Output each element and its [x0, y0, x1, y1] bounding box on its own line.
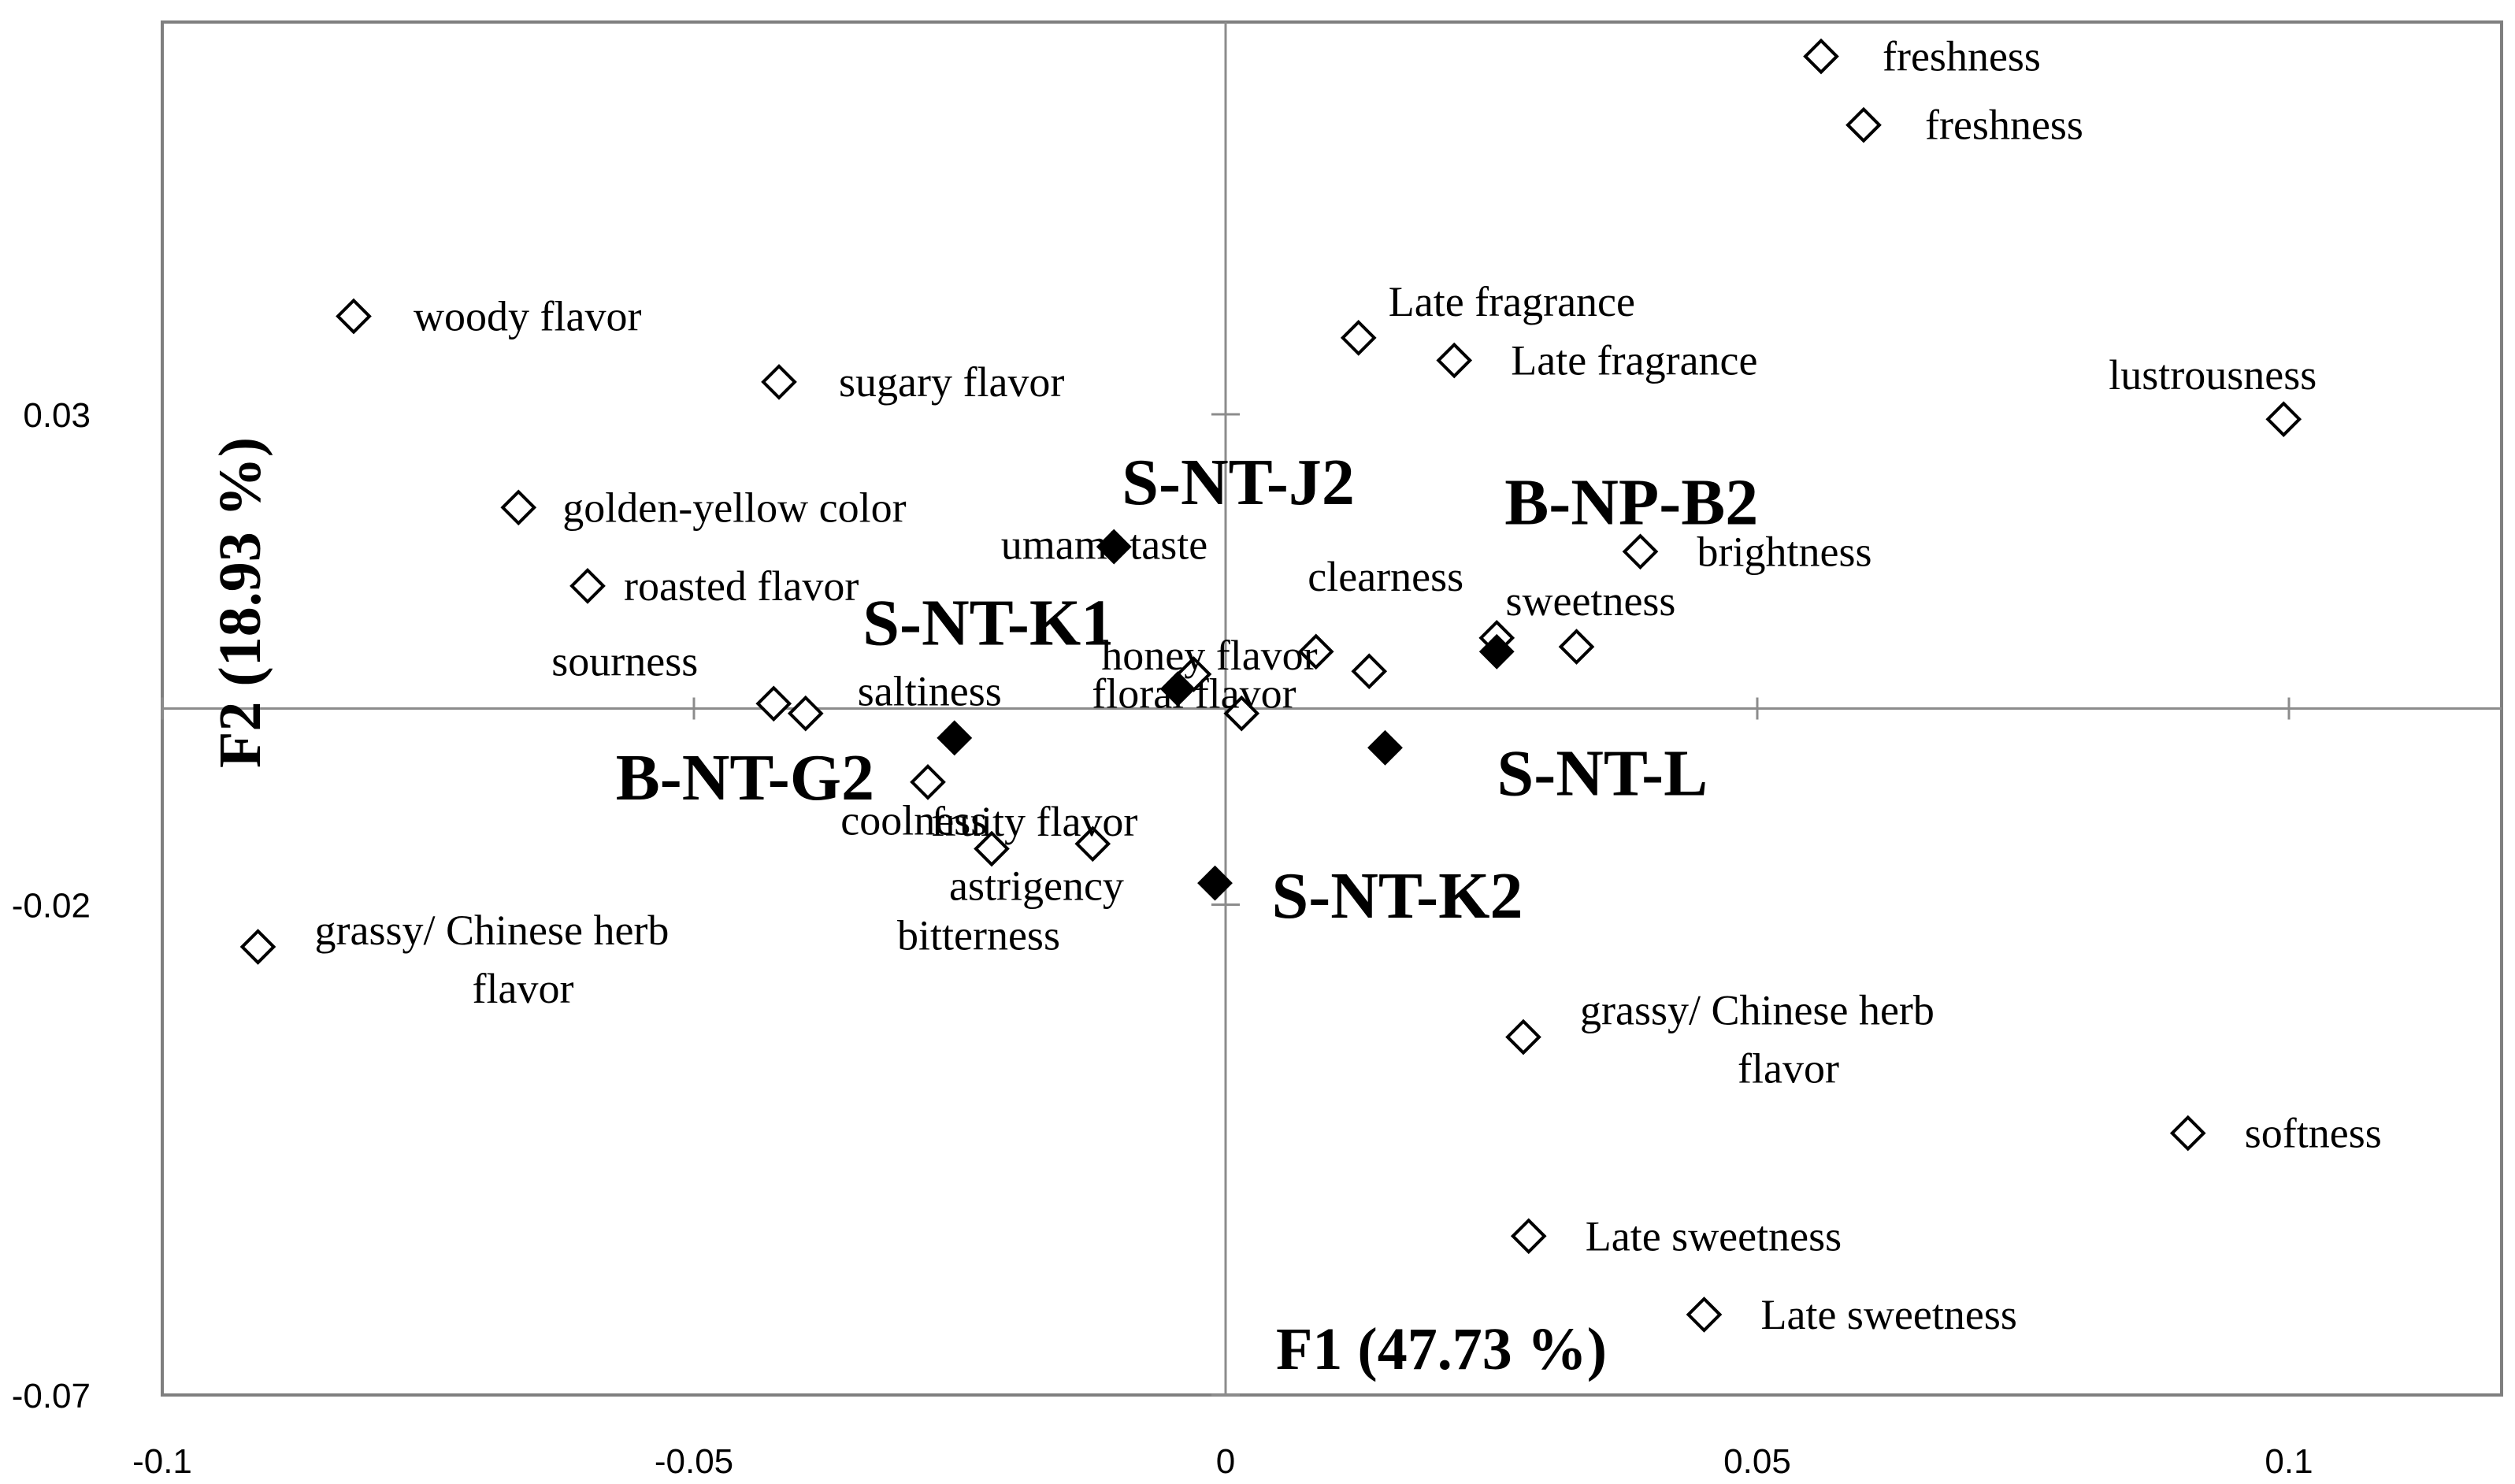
attribute-point-marker	[2265, 401, 2302, 438]
attribute-point-marker	[1622, 533, 1659, 570]
x-tick-label: 0.05	[1723, 1442, 1791, 1481]
attribute-point-label: umami taste	[1001, 521, 1207, 568]
attribute-point-label: freshness	[1883, 33, 2041, 80]
attribute-point-label: brightness	[1697, 528, 1872, 575]
attribute-point-label: sweetness	[1506, 577, 1676, 625]
attribute-point-label: honey flavor	[1101, 632, 1317, 679]
attribute-point-label: sugary flavor	[839, 358, 1064, 406]
attribute-point-marker	[1845, 106, 1882, 143]
attribute-point-label-line2: flavor	[1738, 1045, 1839, 1093]
attribute-point-label: bitterness	[897, 912, 1060, 959]
attribute-point-marker	[1340, 320, 1377, 356]
sample-point-label: B-NT-G2	[616, 741, 874, 814]
sample-point-marker	[1197, 865, 1233, 901]
attribute-point-marker	[755, 685, 792, 722]
attribute-point-label: grassy/ Chinese herb	[1580, 987, 1934, 1034]
attribute-point-marker	[761, 364, 797, 400]
attribute-point-label: coolness	[840, 796, 987, 844]
y-tick-label: -0.07	[12, 1377, 91, 1415]
attribute-point-marker	[2169, 1115, 2206, 1152]
attribute-point-marker	[1803, 38, 1839, 75]
sample-point-label: S-NT-L	[1497, 736, 1708, 810]
sample-point-marker	[1096, 529, 1132, 565]
y-tick-label: -0.02	[12, 887, 91, 926]
attribute-point-label: golden-yellow color	[562, 484, 906, 531]
sample-point-label: S-NT-K2	[1272, 859, 1523, 933]
sample-point-label: S-NT-J2	[1122, 446, 1355, 519]
attribute-point-marker	[1074, 825, 1111, 863]
x-tick-label: -0.05	[655, 1442, 733, 1481]
attribute-point-marker	[787, 695, 824, 732]
attribute-point-label: lustrousness	[2109, 351, 2317, 399]
attribute-point-marker	[239, 929, 276, 965]
sample-point-label: B-NP-B2	[1504, 466, 1758, 539]
sample-point-marker	[1367, 729, 1403, 766]
sample-point-marker	[937, 720, 973, 756]
x-axis-title: F1 (47.73 %)	[1276, 1316, 1607, 1382]
attribute-point-label: astrigency	[949, 862, 1124, 909]
attribute-point-marker	[1505, 1018, 1541, 1055]
attribute-point-marker	[569, 568, 606, 604]
labels-layer: freshness freshness woody flavor sugary fla…	[315, 33, 2382, 1338]
attribute-point-label: saltiness	[858, 668, 1002, 715]
attribute-point-label: fruity flavor	[931, 798, 1137, 845]
sample-point-label: S-NT-K1	[862, 587, 1114, 660]
attribute-point-marker	[1436, 342, 1473, 379]
sample-point-marker	[1478, 633, 1515, 670]
attribute-point-marker	[910, 764, 946, 800]
attribute-point-marker	[500, 489, 537, 526]
ticks-layer: -0.1 -0.05 0 0.05 0.1 0.03 -0.02 -0.07	[12, 396, 2313, 1481]
points-layer	[239, 38, 2302, 1333]
x-tick-label: -0.1	[132, 1442, 192, 1481]
attribute-point-marker	[1351, 653, 1388, 690]
attribute-point-label: floral flavor	[1092, 670, 1296, 718]
attribute-point-marker	[1686, 1297, 1723, 1333]
attribute-point-marker	[974, 830, 1010, 867]
attribute-point-marker	[1558, 629, 1595, 665]
y-tick-label: 0.03	[23, 396, 91, 435]
attribute-point-label: softness	[2245, 1110, 2382, 1157]
attribute-point-label: clearness	[1308, 553, 1463, 600]
attribute-point-marker	[336, 298, 372, 335]
attribute-point-label: grassy/ Chinese herb	[315, 907, 670, 954]
x-tick-label: 0	[1216, 1442, 1235, 1481]
attribute-point-marker	[1223, 695, 1260, 732]
attribute-point-label: roasted flavor	[624, 562, 859, 610]
attribute-point-label: sourness	[551, 637, 698, 684]
attribute-point-label: freshness	[1925, 102, 2083, 149]
attribute-point-marker	[1297, 633, 1334, 670]
attribute-point-label-line2: flavor	[473, 965, 574, 1012]
attribute-point-label: Late fragrance	[1511, 337, 1757, 384]
sample-point-marker	[1159, 671, 1196, 707]
attribute-point-label: Late fragrance	[1389, 278, 1635, 325]
attribute-point-marker	[1510, 1218, 1547, 1255]
axes-layer	[162, 22, 2502, 1395]
attribute-point-label: Late sweetness	[1761, 1291, 2017, 1338]
y-axis-title: F2 (18.93 %)	[207, 437, 273, 768]
x-tick-label: 0.1	[2265, 1442, 2313, 1481]
attribute-point-label: woody flavor	[414, 293, 641, 340]
attribute-point-label: Late sweetness	[1586, 1212, 1842, 1260]
